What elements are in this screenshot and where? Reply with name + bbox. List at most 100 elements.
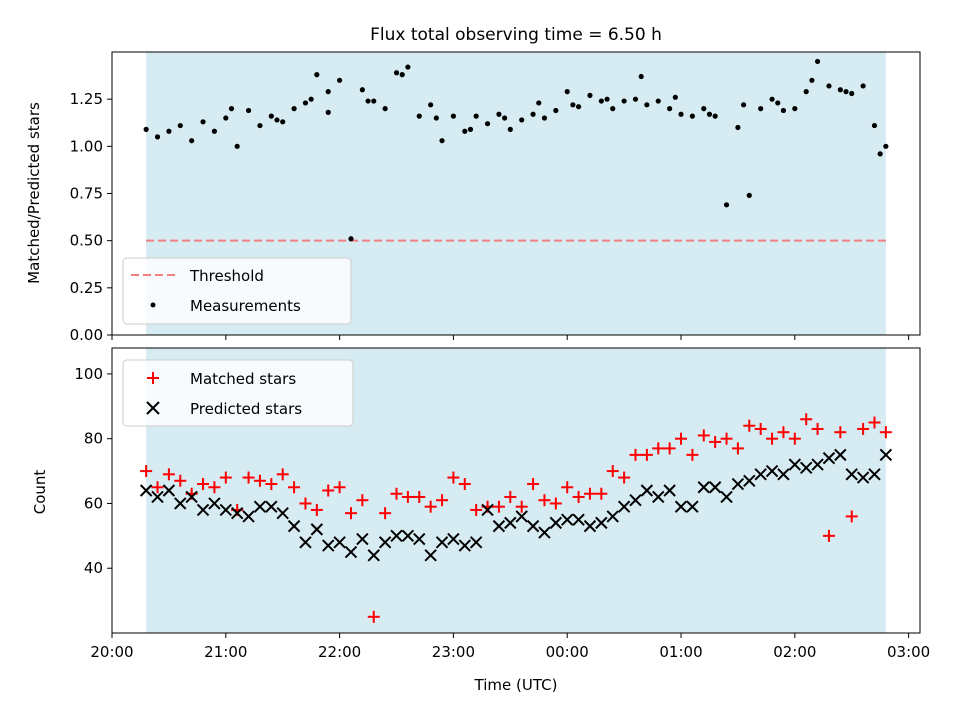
predicted-star-marker	[515, 510, 528, 523]
measurement-point	[735, 124, 741, 131]
predicted-star-marker	[139, 484, 153, 497]
measurement-point	[433, 115, 439, 121]
measurement-point	[564, 89, 570, 95]
measurement-point	[837, 87, 843, 93]
measurement-point	[706, 111, 713, 117]
measurement-point	[473, 113, 479, 119]
matched-star-marker	[800, 413, 813, 426]
predicted-star-marker	[686, 500, 699, 513]
measurement-point	[644, 102, 650, 108]
measurement-point	[467, 126, 474, 132]
measurement-point	[399, 72, 405, 78]
measurement-point	[570, 102, 576, 108]
measurement-point	[428, 102, 434, 108]
matched-star-marker	[333, 481, 346, 494]
predicted-star-marker	[822, 451, 836, 465]
predicted-star-marker	[606, 510, 619, 523]
predicted-star-marker	[367, 549, 380, 562]
matched-star-marker	[618, 471, 631, 484]
measurement-point	[325, 89, 331, 95]
matched-star-marker	[492, 500, 505, 513]
matched-star-marker	[857, 422, 870, 435]
measurement-point	[775, 100, 781, 106]
matched-star-marker	[697, 429, 710, 442]
predicted-star-marker	[720, 490, 733, 504]
predicted-star-marker	[663, 484, 676, 497]
measurement-point	[245, 107, 252, 114]
predicted-star-marker	[242, 510, 255, 523]
matched-star-marker	[424, 500, 437, 513]
predicted-star-marker	[185, 490, 198, 504]
measurements-series	[143, 58, 889, 242]
matched-star-marker	[754, 422, 767, 435]
predicted-star-marker	[595, 516, 608, 530]
bottom-legend: Matched stars Predicted stars	[122, 359, 354, 427]
measurement-point	[154, 134, 161, 140]
measurement-point	[200, 119, 206, 125]
top-y-tick-label: 1.25	[70, 90, 103, 108]
measurement-point	[507, 126, 513, 132]
measurement-point	[769, 96, 775, 102]
predicted-stars-series	[139, 448, 893, 562]
matched-star-marker	[595, 487, 608, 500]
predicted-star-marker	[834, 448, 847, 462]
predicted-star-marker	[447, 532, 460, 546]
measurement-point	[678, 111, 684, 117]
measurement-point	[223, 115, 229, 121]
measurement-point	[814, 58, 821, 65]
predicted-star-marker	[390, 529, 403, 543]
measurement-point	[553, 107, 559, 114]
predicted-star-marker	[265, 500, 278, 513]
matched-star-marker	[822, 529, 835, 542]
measurement-point	[843, 89, 849, 95]
predicted-star-marker	[492, 519, 506, 533]
measurement-point	[860, 83, 866, 89]
measurement-point	[274, 117, 280, 123]
matched-star-marker	[629, 448, 642, 461]
bottom-panel: 40 60 80 100 20:00 21:00 22:00 23:00 00:00 01:00…	[31, 347, 930, 694]
predicted-star-marker	[174, 497, 187, 510]
predicted-star-marker	[572, 513, 585, 526]
x-tick-label: 22:00	[318, 643, 361, 661]
matched-star-marker	[731, 442, 744, 455]
measurement-point	[541, 115, 548, 121]
bottom-axes-frame	[111, 347, 921, 634]
predicted-star-marker	[276, 506, 289, 520]
top-y-tick-label: 0.00	[70, 326, 103, 344]
matched-star-marker	[777, 426, 790, 439]
matched-star-marker	[675, 432, 688, 445]
predicted-star-marker	[504, 516, 517, 530]
predicted-star-marker	[538, 526, 551, 539]
matched-star-marker	[504, 490, 517, 503]
measurement-point	[371, 98, 377, 104]
measurement-point	[234, 143, 240, 149]
predicted-star-marker	[777, 468, 790, 481]
matched-star-marker	[174, 474, 187, 487]
matched-star-marker	[390, 487, 403, 500]
predicted-star-marker	[481, 503, 494, 517]
predicted-star-marker	[811, 458, 824, 471]
top-x-ticks	[111, 335, 910, 340]
measurement-point	[741, 102, 747, 108]
matched-star-marker	[788, 432, 801, 445]
x-tick-label: 01:00	[659, 643, 702, 661]
measurement-point	[416, 113, 422, 119]
predicted-star-marker	[424, 549, 437, 562]
predicted-star-marker	[788, 458, 802, 471]
matched-star-marker	[265, 478, 278, 491]
matched-star-marker	[276, 468, 289, 481]
bottom-y-tick-label: 80	[84, 430, 103, 448]
predicted-star-marker	[435, 536, 449, 549]
legend-predicted-label: Predicted stars	[190, 400, 302, 418]
matched-star-marker	[208, 481, 221, 494]
measurement-point	[746, 192, 752, 198]
x-tick-label: 03:00	[887, 643, 930, 661]
matched-star-marker	[242, 471, 255, 484]
measurement-point	[883, 143, 889, 149]
legend-threshold-label: Threshold	[189, 267, 264, 285]
matched-star-marker	[344, 507, 357, 520]
measurement-point	[308, 96, 314, 102]
matched-star-marker	[436, 494, 449, 507]
matched-star-marker	[299, 497, 312, 510]
matched-star-marker	[197, 478, 210, 491]
